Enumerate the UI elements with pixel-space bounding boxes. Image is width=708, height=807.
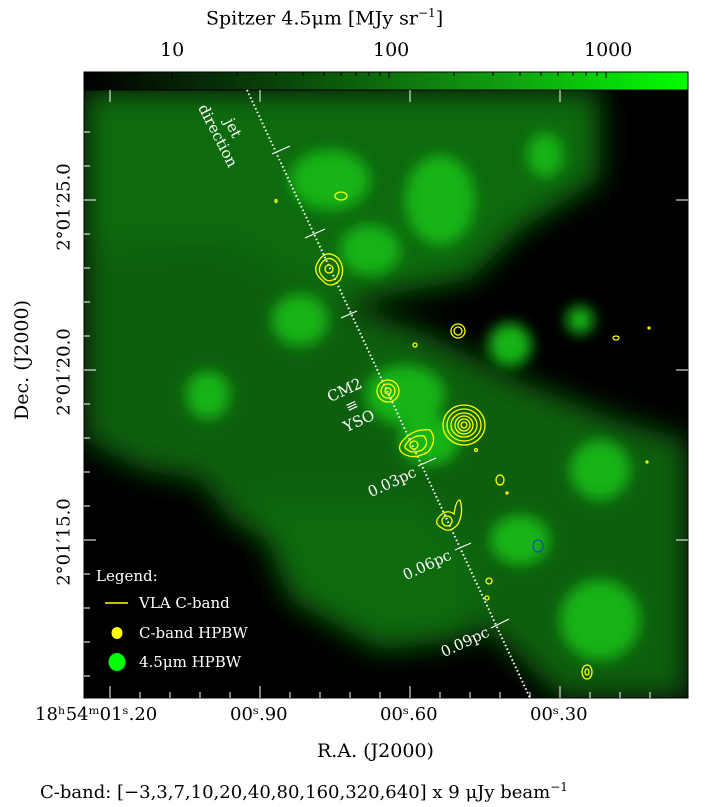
legend-item-cband-beam: C-band HPBW — [139, 624, 248, 642]
colorbar-title-text: Spitzer 4.5μm [MJy sr — [206, 7, 418, 30]
x-tick-label: 00ˢ.30 — [530, 704, 588, 725]
colorbar-tick-label: 1000 — [584, 39, 633, 61]
legend-item-ir-beam: 4.5μm HPBW — [139, 653, 242, 671]
y-tick-label: 2°01′25.0 — [53, 163, 75, 251]
x-tick-label: 18ʰ54ᵐ01ˢ.20 — [35, 704, 158, 725]
legend-cband-beam-marker — [111, 627, 123, 639]
colorbar-tick-label: 10 — [160, 39, 185, 61]
colorbar-title-close: ] — [435, 7, 444, 30]
legend-title: Legend: — [96, 567, 158, 585]
plot-frame — [83, 89, 689, 699]
colorbar-ticks — [171, 72, 607, 78]
x-axis-label: R.A. (J2000) — [317, 740, 434, 762]
jet-axis-ticks — [271, 145, 510, 629]
colorbar-title: Spitzer 4.5μm [MJy sr−1] — [206, 6, 443, 29]
colorbar-tick-label: 100 — [373, 39, 410, 61]
x-tick-label: 00ˢ.90 — [230, 704, 288, 725]
legend-ir-beam-marker — [108, 653, 126, 671]
caption-text: C-band: [−3,3,7,10,20,40,80,160,320,640]… — [40, 782, 551, 803]
contour-levels-caption: C-band: [−3,3,7,10,20,40,80,160,320,640]… — [40, 780, 568, 803]
y-tick-label: 2°01′20.0 — [53, 328, 75, 416]
y-axis-label: Dec. (J2000) — [11, 300, 33, 420]
caption-exponent: −1 — [550, 780, 568, 794]
negative-contour — [532, 539, 544, 553]
colorbar-title-exponent: −1 — [417, 6, 436, 20]
spitzer-image — [84, 90, 688, 698]
vla-contours — [274, 191, 651, 680]
legend-item-vla: VLA C-band — [139, 594, 230, 612]
y-tick-label: 2°01′15.0 — [53, 498, 75, 586]
x-tick-label: 00ˢ.60 — [380, 704, 438, 725]
axis-ticks — [84, 90, 688, 698]
